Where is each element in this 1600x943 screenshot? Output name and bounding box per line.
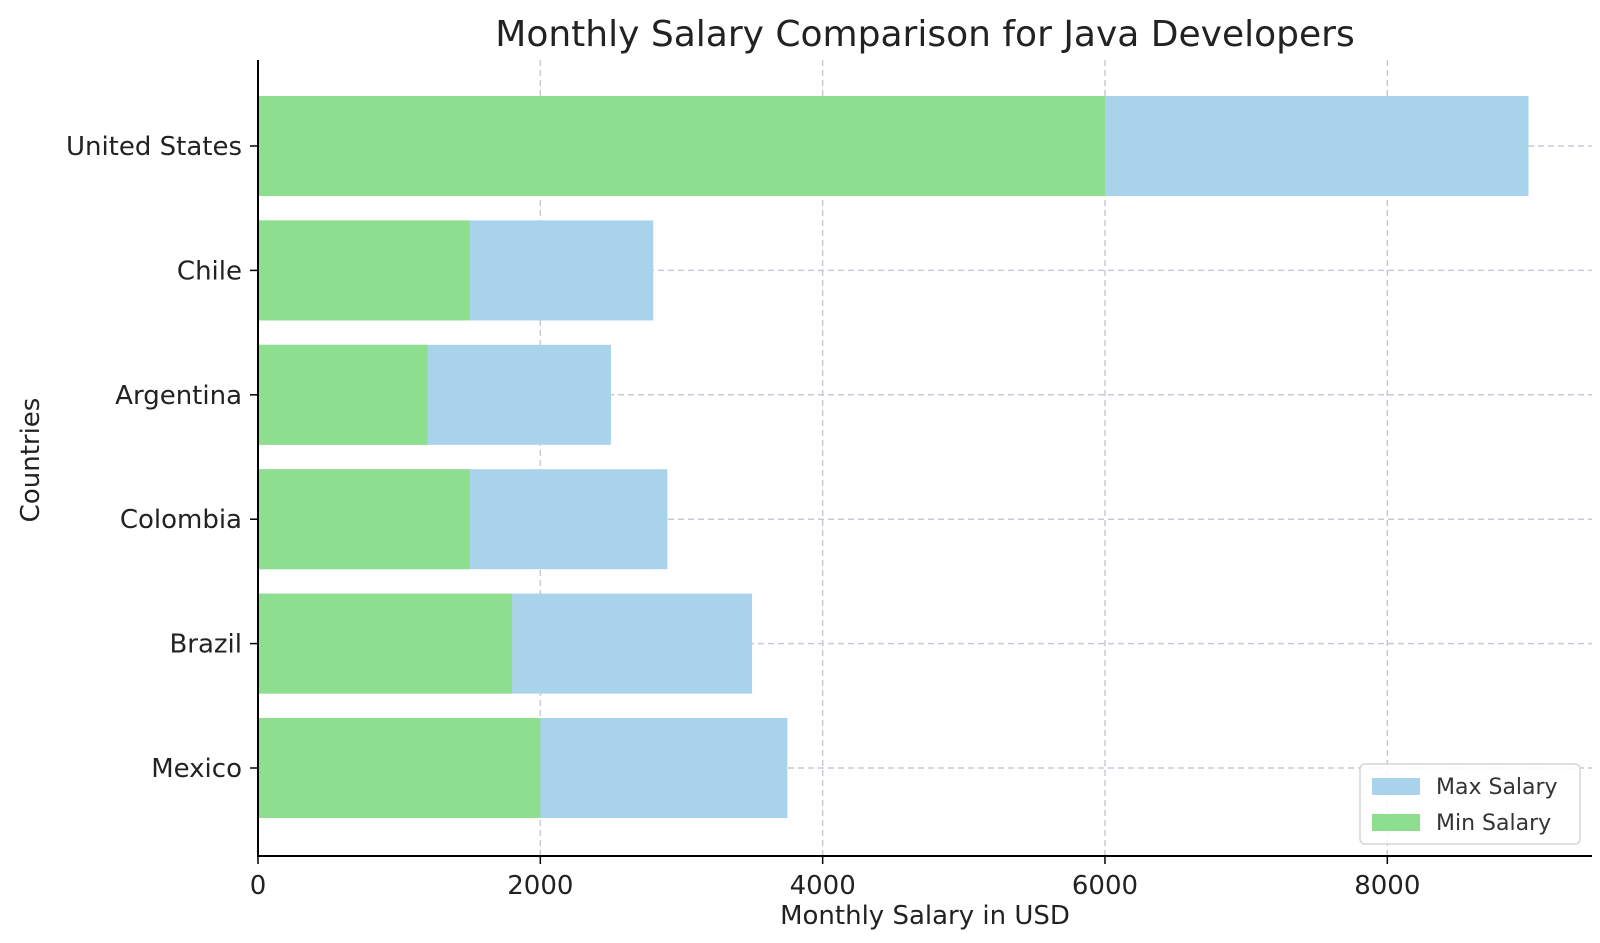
bar-min-salary — [258, 96, 1105, 196]
bar-min-salary — [258, 718, 541, 818]
x-tick-label: 8000 — [1354, 871, 1420, 901]
x-tick-label: 0 — [250, 871, 267, 901]
legend-swatch — [1372, 814, 1420, 831]
legend-swatch — [1372, 778, 1420, 795]
x-axis-label: Monthly Salary in USD — [780, 901, 1070, 931]
bar-min-salary — [258, 344, 428, 445]
legend-label: Max Salary — [1436, 775, 1558, 800]
bars — [258, 96, 1529, 818]
bar-min-salary — [258, 220, 470, 321]
y-tick-label: Argentina — [115, 381, 242, 411]
bar-min-salary — [258, 469, 470, 570]
y-tick-label: Mexico — [151, 754, 242, 784]
y-tick-label: United States — [66, 132, 242, 162]
y-tick-label: Colombia — [120, 505, 242, 535]
x-tick-label: 2000 — [507, 871, 573, 901]
legend: Max Salary Min Salary — [1359, 763, 1581, 845]
y-tick-label: Brazil — [169, 630, 242, 660]
y-tick-label: Chile — [177, 256, 242, 286]
chart-title: Monthly Salary Comparison for Java Devel… — [495, 14, 1354, 55]
axes — [257, 60, 1592, 857]
ticks: 0 2000 4000 6000 8000 United States Chile Argen… — [66, 132, 1420, 901]
bar-min-salary — [258, 593, 513, 694]
x-tick-label: 4000 — [790, 871, 856, 901]
x-tick-label: 6000 — [1072, 871, 1138, 901]
y-axis-label: Countries — [16, 398, 46, 523]
legend-label: Min Salary — [1436, 811, 1551, 836]
